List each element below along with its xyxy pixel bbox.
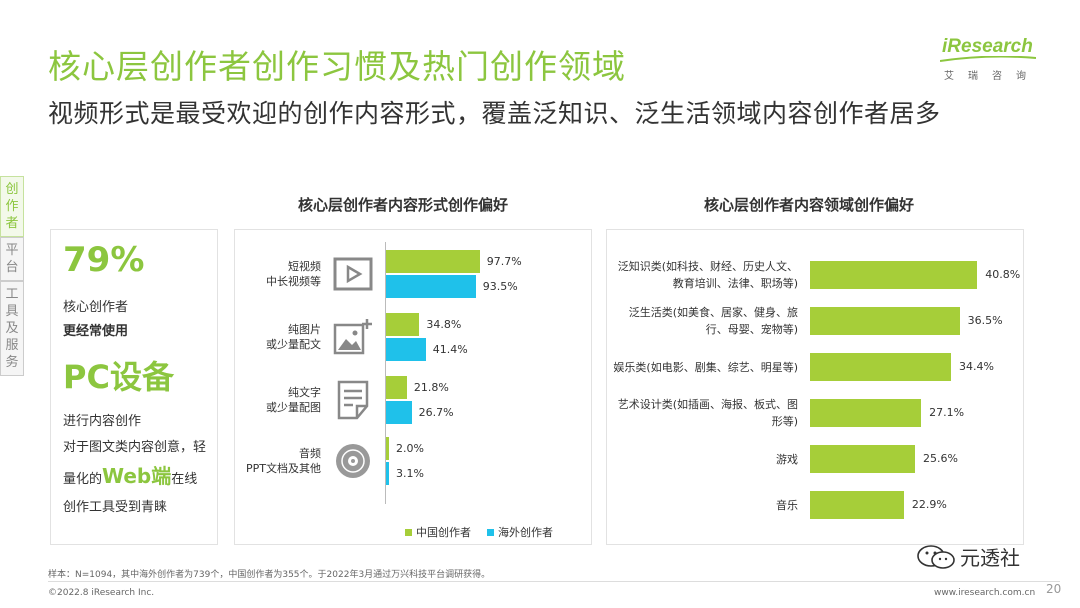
format-value-label: 3.1%: [396, 466, 424, 480]
format-category-line: 纯图片: [288, 323, 321, 336]
domain-category-line: 形等): [771, 415, 798, 428]
format-chart-legend: 中国创作者 海外创作者: [405, 524, 553, 540]
domain-category-line: 行、母婴、宠物等): [705, 323, 798, 336]
watermark: 元透社: [916, 542, 1020, 571]
format-category-label: 纯文字或少量配图: [266, 385, 321, 415]
highlight-text: 在线: [171, 472, 198, 487]
highlight-box: 79% 核心创作者 更经常使用 PC设备 进行内容创作 对于图文类内容创意，轻 …: [50, 229, 218, 545]
domain-bar: [810, 353, 952, 381]
format-chart-axis: [385, 242, 386, 504]
format-value-label: 34.8%: [426, 317, 462, 331]
copyright: ©2022.8 iResearch Inc.: [48, 588, 155, 598]
format-category-line: 纯文字: [288, 386, 321, 399]
format-category-label: 短视频中长视频等: [266, 259, 321, 289]
format-bar: [386, 376, 407, 399]
format-category-line: 或少量配图: [266, 401, 321, 414]
logo-subtext: 艾瑞咨询: [944, 71, 1040, 82]
legend-swatch: [405, 528, 412, 536]
logo-swoosh-icon: [940, 56, 1036, 62]
format-value-label: 26.7%: [418, 405, 454, 419]
audio-disc-icon: [333, 441, 373, 481]
domain-category-label: 泛生活类(如美食、居家、健身、旅行、母婴、宠物等): [629, 304, 798, 338]
highlight-text: 量化的: [63, 472, 103, 487]
domain-chart-title: 核心层创作者内容领域创作偏好: [704, 196, 915, 214]
highlight-line: 对于图文类内容创意，轻: [63, 440, 207, 455]
format-value-label: 2.0%: [396, 441, 424, 455]
format-value-label: 97.7%: [486, 254, 522, 268]
domain-bar: [810, 399, 922, 427]
highlight-line: 核心创作者: [63, 300, 129, 315]
document-icon: [333, 380, 373, 420]
format-bar: [386, 401, 412, 424]
domain-value-label: 34.4%: [959, 360, 994, 373]
highlight-percentage: 79%: [63, 240, 145, 280]
footer-divider: [48, 581, 1060, 582]
format-category-label: 音频 PPT文档及其他: [246, 446, 321, 476]
domain-category-label: 泛知识类(如科技、财经、历史人文、教育培训、法律、职场等): [618, 258, 798, 292]
highlight-web: Web端: [102, 464, 172, 488]
side-nav-item[interactable]: 创作者: [0, 176, 24, 237]
domain-category-line: 娱乐类(如电影、剧集、综艺、明星等): [613, 360, 798, 374]
domain-category-label: 娱乐类(如电影、剧集、综艺、明星等): [613, 359, 798, 376]
highlight-line: 进行内容创作: [63, 414, 142, 429]
side-nav: 创作者平台工具及服务: [0, 176, 24, 376]
domain-value-label: 27.1%: [929, 406, 965, 419]
domain-value-label: 40.8%: [985, 268, 1021, 281]
side-nav-item[interactable]: 平台: [0, 237, 24, 281]
domain-category-line: 泛知识类(如科技、财经、历史人文、: [617, 260, 798, 273]
highlight-line-web: 量化的Web端在线: [63, 460, 197, 489]
format-bar: [386, 338, 426, 361]
domain-category-label: 艺术设计类(如插画、海报、板式、图形等): [618, 396, 798, 430]
legend-label: 中国创作者: [416, 526, 471, 539]
domain-bar: [810, 445, 915, 473]
format-category-line: 音频: [299, 447, 321, 460]
format-category-line: 中长视频等: [266, 275, 321, 288]
highlight-line-bold: 更经常使用: [63, 324, 129, 339]
format-category-label: 纯图片或少量配文: [266, 322, 321, 352]
highlight-device: PC设备: [63, 358, 174, 396]
format-bar: [386, 462, 389, 485]
legend-swatch: [487, 528, 494, 536]
format-category-line: 短视频: [288, 260, 321, 273]
side-nav-item[interactable]: 工具及服务: [0, 281, 24, 376]
domain-chart-panel: 40.8% 泛知识类(如科技、财经、历史人文、教育培训、法律、职场等) 36.5% 泛…: [606, 229, 1024, 545]
domain-bar: [810, 307, 960, 335]
domain-value-label: 36.5%: [967, 314, 1003, 327]
iresearch-logo: iResearch 艾瑞咨询: [940, 36, 1040, 82]
domain-category-label: 音乐: [776, 497, 798, 514]
sample-note: 样本：N=1094，其中海外创作者为739个，中国创作者为355个。于2022年…: [48, 570, 491, 580]
format-category-line: PPT文档及其他: [246, 462, 321, 475]
domain-bar: [810, 261, 978, 289]
domain-category-label: 游戏: [776, 451, 798, 468]
format-chart-panel: 短视频 中长视频等 97.7% 93.5% 纯图片 或少量配文 34.8% 41.4% 纯文字或…: [234, 229, 592, 545]
highlight-line: 创作工具受到青睐: [63, 500, 168, 515]
video-icon: [333, 254, 373, 294]
legend-label: 海外创作者: [498, 526, 553, 539]
domain-value-label: 22.9%: [911, 498, 947, 511]
watermark-text: 元透社: [960, 546, 1020, 570]
format-value-label: 41.4%: [432, 342, 468, 356]
format-category-line: 或少量配文: [266, 338, 321, 351]
format-bar: [386, 437, 389, 460]
logo-text: iResearch: [942, 36, 1033, 57]
format-value-label: 21.8%: [413, 380, 449, 394]
domain-category-line: 游戏: [776, 452, 798, 466]
format-bar: [386, 250, 480, 273]
image-icon: [333, 317, 373, 357]
format-bar: [386, 313, 420, 336]
format-bar: [386, 275, 476, 298]
wechat-icon: [917, 544, 955, 569]
domain-bar: [810, 491, 904, 519]
domain-category-line: 教育培训、法律、职场等): [672, 277, 798, 290]
format-value-label: 93.5%: [482, 279, 518, 293]
domain-category-line: 艺术设计类(如插画、海报、板式、图: [617, 398, 798, 411]
domain-value-label: 25.6%: [922, 452, 958, 465]
domain-category-line: 音乐: [776, 498, 798, 512]
page-subtitle: 视频形式是最受欢迎的创作内容形式，覆盖泛知识、泛生活领域内容创作者居多: [48, 99, 941, 128]
format-chart-title: 核心层创作者内容形式创作偏好: [298, 196, 509, 214]
site-url: www.iresearch.com.cn: [934, 588, 1036, 598]
domain-category-line: 泛生活类(如美食、居家、健身、旅: [628, 306, 798, 319]
page-title: 核心层创作者创作习惯及热门创作领域: [48, 47, 626, 86]
page-number: 20: [1046, 582, 1062, 596]
